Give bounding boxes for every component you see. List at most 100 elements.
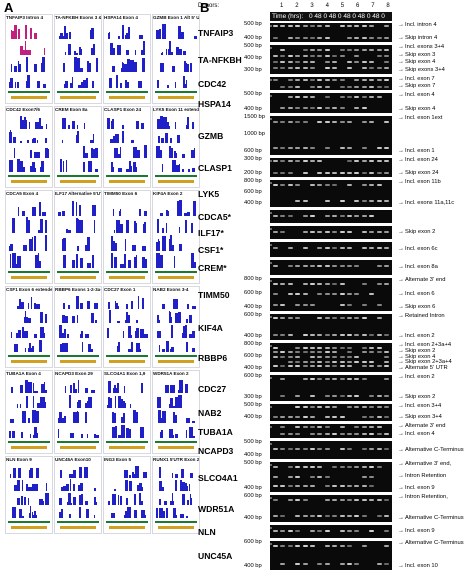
gel-image — [270, 77, 392, 90]
coverage-peak — [162, 117, 167, 129]
coverage-peak — [185, 80, 188, 88]
coverage-peak — [37, 262, 41, 268]
coverage-peak — [123, 63, 128, 72]
coverage-peak — [107, 397, 110, 408]
gel-band — [280, 515, 286, 518]
gel-band — [317, 425, 323, 428]
bp-marker-label: 1500 bp — [244, 114, 265, 120]
coverage-peak — [174, 150, 176, 158]
genome-track-thumbnail: SLCO4A1 Exon 1,9 — [103, 370, 151, 454]
gel-band — [361, 25, 367, 28]
coverage-peak — [165, 507, 168, 518]
coverage-peak — [185, 63, 188, 72]
coverage-peak — [40, 397, 44, 408]
gene-model — [155, 355, 197, 357]
coverage-peak — [13, 24, 18, 39]
gel-band — [310, 394, 315, 397]
gel-band — [324, 378, 330, 381]
coverage-peak — [91, 147, 94, 158]
genome-track-thumbnail: RUNX1 5'UTR Exon 2 — [152, 456, 200, 534]
gel-band — [317, 121, 323, 124]
coverage-peak — [44, 401, 47, 408]
coverage-lane — [7, 506, 51, 518]
coverage-peak — [157, 245, 159, 251]
coverage-peak — [10, 254, 12, 268]
coverage-peak — [136, 319, 138, 323]
gel-band — [310, 333, 315, 336]
genome-track-thumbnail: TNFAIP3 Intron 4 — [5, 14, 53, 104]
gel-band — [384, 433, 389, 436]
coverage-peak — [39, 219, 44, 233]
coverage-peak — [176, 299, 178, 309]
gel-image — [270, 180, 392, 207]
gel-band — [354, 171, 360, 174]
bp-marker-label: 400 bp — [244, 563, 262, 569]
gel-band — [295, 36, 301, 39]
gel-band — [287, 282, 293, 285]
bp-marker-label: 600 bp — [244, 290, 262, 296]
gel-band — [273, 333, 278, 336]
coverage-peak — [21, 480, 24, 491]
coverage-peak — [61, 36, 65, 39]
gel-band — [310, 265, 315, 268]
coverage-peak — [191, 167, 195, 172]
gel-band — [324, 365, 330, 368]
gel-band — [302, 333, 308, 336]
gel-band — [287, 146, 293, 149]
gel-band — [376, 447, 382, 450]
coverage-peak — [115, 306, 119, 309]
ladder-band — [270, 280, 272, 282]
exon-model — [11, 360, 47, 363]
gel-band — [361, 61, 367, 64]
coverage-peak — [108, 310, 111, 323]
gel-band — [376, 351, 382, 354]
coverage-peak — [117, 45, 122, 55]
coverage-peak — [185, 219, 188, 233]
gel-image — [270, 210, 392, 223]
coverage-peak — [143, 471, 148, 478]
coverage-peak — [130, 60, 135, 72]
gel-band — [332, 230, 338, 233]
coverage-peak — [24, 348, 27, 352]
gel-band — [317, 293, 323, 295]
coverage-peak — [77, 246, 80, 251]
gel-band — [295, 183, 301, 186]
coverage-peak — [37, 80, 41, 88]
gel-band — [347, 36, 352, 39]
coverage-peak — [186, 418, 191, 423]
coverage-peak — [141, 123, 144, 129]
coverage-peak — [156, 30, 159, 39]
genome-track-thumbnail: NLN Exon 9 — [5, 456, 53, 534]
coverage-peak — [176, 135, 180, 143]
gel-band — [347, 95, 352, 98]
gel-band — [324, 78, 330, 81]
coverage-peak — [166, 84, 169, 88]
coverage-peak — [117, 382, 120, 393]
gel-band — [361, 484, 367, 487]
coverage-peak — [75, 202, 77, 216]
gel-band — [361, 415, 367, 418]
ladder-band — [270, 244, 272, 246]
ladder-band — [270, 527, 272, 529]
coverage-lane — [56, 409, 100, 423]
coverage-peak — [125, 35, 127, 39]
coverage-peak — [82, 342, 84, 352]
genome-track-label: CLASP1 Exon 24 — [104, 107, 142, 112]
gel-band — [273, 484, 278, 487]
coverage-peak — [37, 151, 41, 158]
gel-band — [302, 78, 308, 81]
genome-track-label: RUNX1 5'UTR Exon 2 — [153, 457, 199, 462]
gel-band — [369, 200, 375, 203]
gel-band — [376, 346, 382, 349]
gel-band — [310, 425, 315, 428]
gel-band — [324, 351, 330, 354]
coverage-peak — [28, 513, 31, 518]
coverage-peak — [183, 326, 187, 338]
coverage-lane — [56, 234, 100, 251]
gel-band — [310, 183, 315, 186]
coverage-peak — [129, 481, 132, 491]
gel-band — [361, 425, 367, 428]
coverage-peak — [28, 317, 32, 323]
gel-band — [347, 214, 352, 217]
coverage-peak — [175, 433, 179, 438]
